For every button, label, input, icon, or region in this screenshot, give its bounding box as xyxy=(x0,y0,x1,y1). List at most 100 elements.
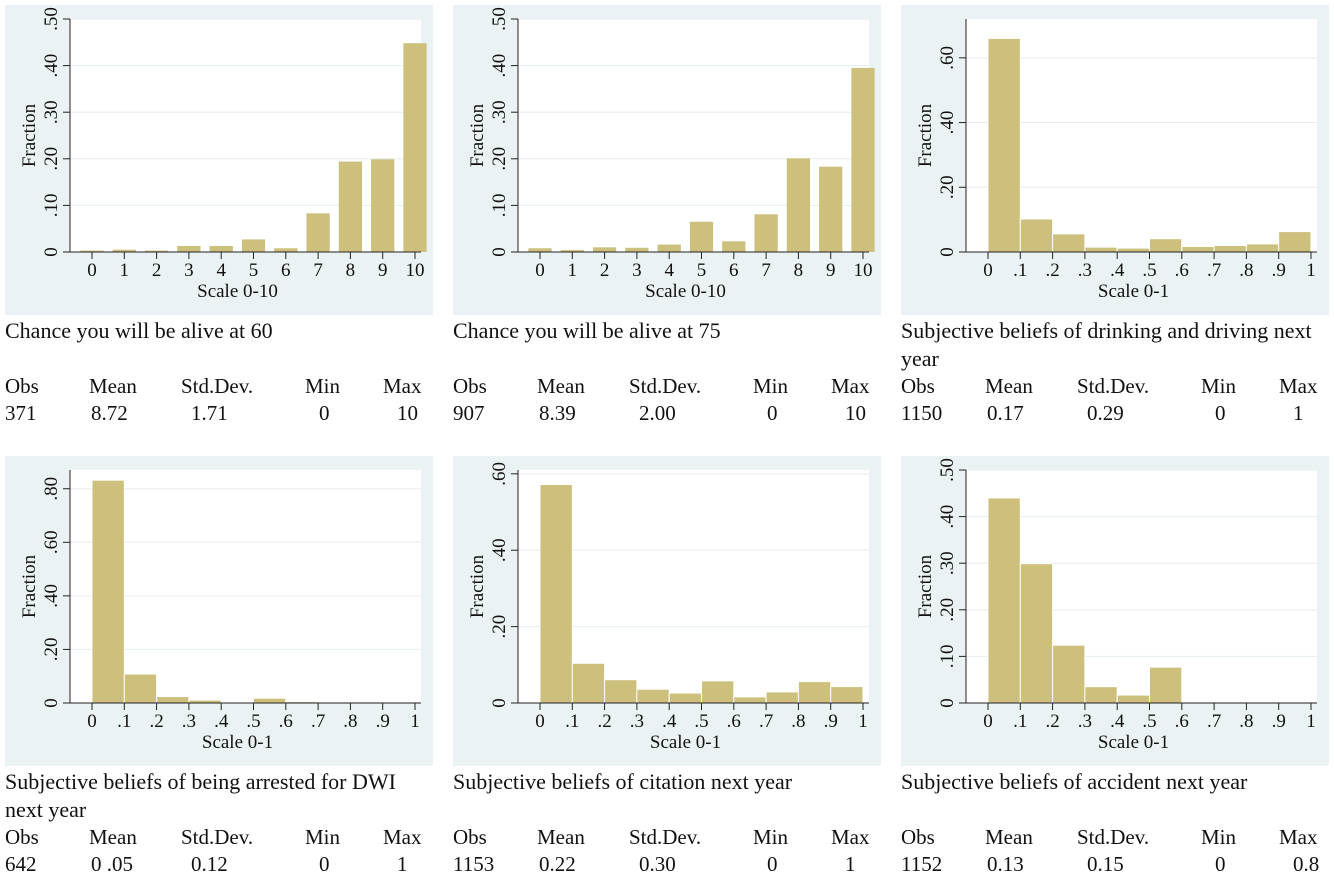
x-tick-label: .2 xyxy=(1045,711,1059,732)
x-tick-label: 10 xyxy=(406,260,425,281)
stats-header-obs: Obs xyxy=(453,373,487,399)
y-tick-label: .20 xyxy=(41,638,62,662)
x-tick-label: .7 xyxy=(1207,711,1221,732)
y-tick-label: .40 xyxy=(41,584,62,608)
histogram-bar xyxy=(787,158,810,252)
y-tick-label: .50 xyxy=(937,458,958,482)
x-axis-title: Scale 0-10 xyxy=(197,281,278,302)
y-tick-label: .30 xyxy=(41,100,62,124)
y-axis-title: Fraction xyxy=(19,103,40,167)
stats-value-max: 1 xyxy=(845,851,856,877)
x-axis-title: Scale 0-1 xyxy=(650,732,721,753)
x-tick-label: 6 xyxy=(729,260,739,281)
stats-header-max: Max xyxy=(831,824,870,850)
x-tick-label: 0 xyxy=(983,260,993,281)
histogram-bar xyxy=(605,680,637,703)
stats-value-obs: 1153 xyxy=(453,851,494,877)
y-tick-label: 0 xyxy=(489,247,510,257)
x-tick-label: .4 xyxy=(1110,711,1125,732)
stats-value-stddev: 0.12 xyxy=(191,851,228,877)
histogram-bar xyxy=(1020,219,1052,252)
histogram-bar xyxy=(1150,239,1182,252)
stats-header-obs: Obs xyxy=(901,373,935,399)
histogram-bar xyxy=(593,247,616,252)
y-tick-label: .20 xyxy=(937,598,958,622)
x-axis-title: Scale 0-1 xyxy=(1098,281,1169,302)
y-tick-label: .60 xyxy=(937,46,958,70)
x-tick-label: .4 xyxy=(662,711,677,732)
x-tick-label: 5 xyxy=(697,260,707,281)
y-tick-label: .60 xyxy=(41,530,62,554)
histogram-bar xyxy=(92,480,124,703)
chart-caption: Subjective beliefs of drinking and drivi… xyxy=(901,317,1329,373)
histogram-bar xyxy=(210,246,233,252)
y-tick-label: .40 xyxy=(489,54,510,78)
stats-value-mean: 0 .05 xyxy=(91,851,133,877)
y-tick-label: 0 xyxy=(41,698,62,708)
x-tick-label: 0 xyxy=(983,711,993,732)
stats-value-obs: 642 xyxy=(5,851,37,877)
histogram-bar xyxy=(177,246,200,252)
x-tick-label: .7 xyxy=(1207,260,1221,281)
plot-area xyxy=(70,19,421,252)
histogram-bar xyxy=(831,687,863,703)
y-tick-label: .20 xyxy=(41,147,62,171)
stats-header-obs: Obs xyxy=(453,824,487,850)
histogram-bar xyxy=(1085,687,1117,703)
stats-value-stddev: 0.15 xyxy=(1087,851,1124,877)
x-tick-label: 1 xyxy=(410,711,420,732)
stats-header-max: Max xyxy=(383,373,422,399)
x-tick-label: .6 xyxy=(1175,260,1189,281)
x-tick-label: .9 xyxy=(376,711,390,732)
stats-value-mean: 0.13 xyxy=(987,851,1024,877)
stats-header-stddev: Std.Dev. xyxy=(181,824,253,850)
histogram-bar xyxy=(528,248,551,252)
y-tick-label: .60 xyxy=(489,462,510,486)
histogram-bar xyxy=(1020,564,1052,703)
stats-value-min: 0 xyxy=(319,400,330,426)
stats-header-max: Max xyxy=(831,373,870,399)
histogram-bar xyxy=(798,682,830,703)
x-tick-label: 6 xyxy=(281,260,291,281)
x-tick-label: .2 xyxy=(149,711,163,732)
x-tick-label: .8 xyxy=(1239,260,1253,281)
histogram-bar xyxy=(1085,247,1117,252)
stats-header-min: Min xyxy=(753,824,788,850)
stats-value-obs: 1150 xyxy=(901,400,942,426)
stats-header-obs: Obs xyxy=(5,824,39,850)
y-tick-label: 0 xyxy=(937,247,958,257)
stats-header-mean: Mean xyxy=(537,824,585,850)
stats-value-max: 10 xyxy=(845,400,866,426)
x-tick-label: .4 xyxy=(1110,260,1125,281)
x-tick-label: 9 xyxy=(826,260,836,281)
stats-header-min: Min xyxy=(753,373,788,399)
histogram-bar xyxy=(124,674,156,703)
x-tick-label: .2 xyxy=(597,711,611,732)
y-tick-label: .10 xyxy=(937,645,958,669)
histogram-bar xyxy=(754,214,777,252)
x-tick-label: 0 xyxy=(87,711,97,732)
plot-area xyxy=(518,19,869,252)
x-tick-label: 4 xyxy=(216,260,226,281)
histogram-bar xyxy=(339,162,362,252)
histogram-bar xyxy=(637,689,669,703)
stats-value-min: 0 xyxy=(1215,851,1226,877)
stats-value-max: 1 xyxy=(1293,400,1304,426)
x-tick-label: .4 xyxy=(214,711,229,732)
stats-header-mean: Mean xyxy=(89,824,137,850)
stats-header-stddev: Std.Dev. xyxy=(181,373,253,399)
stats-header-max: Max xyxy=(383,824,422,850)
y-tick-label: 0 xyxy=(41,247,62,257)
y-tick-label: .50 xyxy=(41,7,62,31)
y-tick-label: 0 xyxy=(937,698,958,708)
y-tick-label: .30 xyxy=(937,551,958,575)
